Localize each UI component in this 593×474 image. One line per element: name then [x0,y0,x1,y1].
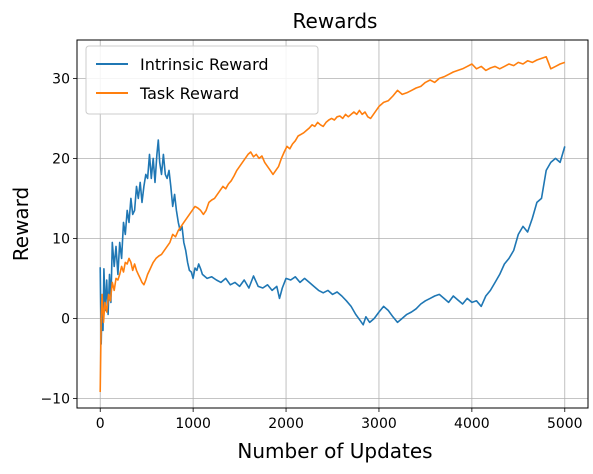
y-tick-label: 30 [52,71,70,87]
y-axis-label: Reward [9,187,33,261]
x-tick-label: 1000 [175,416,211,432]
legend-label: Intrinsic Reward [140,55,269,74]
y-tick-label: −10 [40,391,70,407]
series-line-intrinsic-reward [99,139,566,345]
y-tick-label: 20 [52,151,70,167]
ticks: 0 1000 2000 3000 4000 5000 −10 0 10 20 30 [40,71,582,432]
x-tick-label: 3000 [361,416,397,432]
plot-frame [76,39,589,409]
x-tick-label: 5000 [547,416,583,432]
chart-title: Rewards [293,9,378,33]
legend-box [85,45,319,115]
series-line-task-reward [99,56,566,393]
series-layer [99,56,566,393]
y-tick-label: 10 [52,231,70,247]
legend-label: Task Reward [139,84,239,103]
x-tick-label: 0 [96,416,105,432]
x-axis-label: Number of Updates [237,439,432,463]
x-tick-label: 2000 [268,416,304,432]
legend: Intrinsic Reward Task Reward [85,45,319,115]
x-tick-label: 4000 [454,416,490,432]
y-tick-label: 0 [61,311,70,327]
